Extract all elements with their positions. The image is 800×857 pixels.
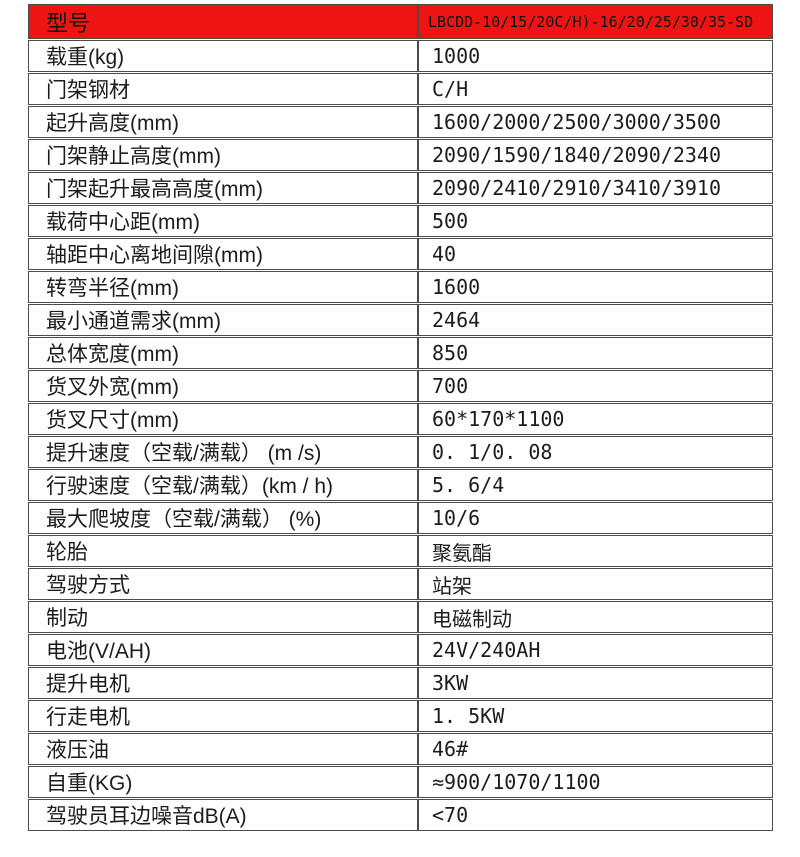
spec-label: 起升高度(mm)	[28, 106, 418, 138]
table-row: 转弯半径(mm) 1600	[28, 271, 773, 303]
spec-label: 货叉外宽(mm)	[28, 370, 418, 402]
table-row: 载重(kg) 1000	[28, 40, 773, 72]
spec-value: <70	[418, 799, 773, 831]
table-row: 载荷中心距(mm) 500	[28, 205, 773, 237]
spec-label: 轴距中心离地间隙(mm)	[28, 238, 418, 270]
spec-label: 最大爬坡度（空载/满载） (%)	[28, 502, 418, 534]
spec-label: 轮胎	[28, 535, 418, 567]
spec-value: 850	[418, 337, 773, 369]
spec-label: 行走电机	[28, 700, 418, 732]
spec-value: 2090/1590/1840/2090/2340	[418, 139, 773, 171]
spec-value: 40	[418, 238, 773, 270]
spec-label: 制动	[28, 601, 418, 633]
spec-label: 载荷中心距(mm)	[28, 205, 418, 237]
spec-label: 驾驶方式	[28, 568, 418, 600]
table-header-row: 型号 LBCDD-10/15/20C/H)-16/20/25/30/35-SD	[28, 4, 773, 39]
table-row: 轮胎 聚氨酯	[28, 535, 773, 567]
table-row: 自重(KG) ≈900/1070/1100	[28, 766, 773, 798]
spec-label: 总体宽度(mm)	[28, 337, 418, 369]
spec-value: 700	[418, 370, 773, 402]
table-row: 货叉外宽(mm) 700	[28, 370, 773, 402]
model-header-label: 型号	[28, 4, 418, 39]
spec-value: 1. 5KW	[418, 700, 773, 732]
spec-value: 46#	[418, 733, 773, 765]
spec-value: 5. 6/4	[418, 469, 773, 501]
spec-label: 货叉尺寸(mm)	[28, 403, 418, 435]
table-row: 轴距中心离地间隙(mm) 40	[28, 238, 773, 270]
table-row: 门架静止高度(mm) 2090/1590/1840/2090/2340	[28, 139, 773, 171]
table-row: 行走电机 1. 5KW	[28, 700, 773, 732]
spec-label: 转弯半径(mm)	[28, 271, 418, 303]
spec-label: 最小通道需求(mm)	[28, 304, 418, 336]
spec-value: ≈900/1070/1100	[418, 766, 773, 798]
spec-value: C/H	[418, 73, 773, 105]
spec-label: 提升电机	[28, 667, 418, 699]
table-row: 最大爬坡度（空载/满载） (%) 10/6	[28, 502, 773, 534]
table-row: 门架钢材 C/H	[28, 73, 773, 105]
table-row: 货叉尺寸(mm) 60*170*1100	[28, 403, 773, 435]
table-row: 液压油 46#	[28, 733, 773, 765]
table-row: 总体宽度(mm) 850	[28, 337, 773, 369]
table-row: 驾驶方式 站架	[28, 568, 773, 600]
spec-label: 驾驶员耳边噪音dB(A)	[28, 799, 418, 831]
spec-table-body: 载重(kg) 1000 门架钢材 C/H 起升高度(mm) 1600/2000/…	[28, 40, 773, 831]
table-row: 起升高度(mm) 1600/2000/2500/3000/3500	[28, 106, 773, 138]
table-row: 制动 电磁制动	[28, 601, 773, 633]
spec-label: 载重(kg)	[28, 40, 418, 72]
table-row: 最小通道需求(mm) 2464	[28, 304, 773, 336]
spec-value: 1000	[418, 40, 773, 72]
spec-label: 行驶速度（空载/满载）(km / h)	[28, 469, 418, 501]
spec-label: 门架钢材	[28, 73, 418, 105]
spec-value: 24V/240AH	[418, 634, 773, 666]
spec-value: 2090/2410/2910/3410/3910	[418, 172, 773, 204]
spec-value: 1600/2000/2500/3000/3500	[418, 106, 773, 138]
spec-value: 10/6	[418, 502, 773, 534]
table-row: 门架起升最高高度(mm) 2090/2410/2910/3410/3910	[28, 172, 773, 204]
spec-value: 聚氨酯	[418, 535, 773, 567]
spec-label: 门架起升最高高度(mm)	[28, 172, 418, 204]
spec-value: 1600	[418, 271, 773, 303]
table-row: 提升速度（空载/满载） (m /s) 0. 1/0. 08	[28, 436, 773, 468]
model-header-value: LBCDD-10/15/20C/H)-16/20/25/30/35-SD	[418, 4, 773, 39]
spec-value: 电磁制动	[418, 601, 773, 633]
spec-value: 60*170*1100	[418, 403, 773, 435]
table-row: 行驶速度（空载/满载）(km / h) 5. 6/4	[28, 469, 773, 501]
spec-table: 型号 LBCDD-10/15/20C/H)-16/20/25/30/35-SD …	[28, 3, 773, 832]
spec-value: 0. 1/0. 08	[418, 436, 773, 468]
spec-label: 门架静止高度(mm)	[28, 139, 418, 171]
spec-label: 电池(V/AH)	[28, 634, 418, 666]
spec-label: 液压油	[28, 733, 418, 765]
spec-value: 2464	[418, 304, 773, 336]
spec-value: 3KW	[418, 667, 773, 699]
spec-label: 提升速度（空载/满载） (m /s)	[28, 436, 418, 468]
spec-value: 站架	[418, 568, 773, 600]
table-row: 驾驶员耳边噪音dB(A) <70	[28, 799, 773, 831]
spec-value: 500	[418, 205, 773, 237]
table-row: 提升电机 3KW	[28, 667, 773, 699]
spec-label: 自重(KG)	[28, 766, 418, 798]
table-row: 电池(V/AH) 24V/240AH	[28, 634, 773, 666]
